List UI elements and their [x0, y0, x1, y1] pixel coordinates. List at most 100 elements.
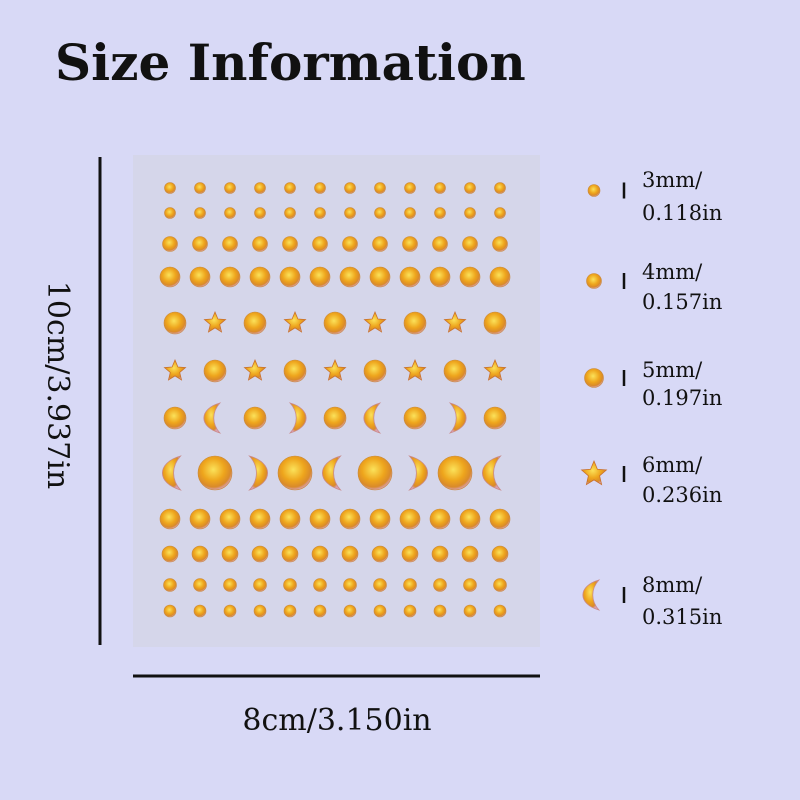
gem — [343, 604, 357, 618]
gem — [283, 604, 297, 618]
gem — [363, 359, 387, 383]
gem — [163, 311, 187, 335]
gem — [403, 604, 417, 618]
gem — [461, 545, 479, 563]
legend-mm: 8mm/ — [642, 573, 703, 597]
gem — [357, 455, 393, 491]
gem — [193, 604, 207, 618]
gem — [161, 545, 179, 563]
gem — [494, 207, 506, 219]
gem — [284, 207, 296, 219]
gem — [243, 311, 267, 335]
gem — [404, 207, 416, 219]
gem — [249, 266, 271, 288]
gem — [587, 184, 601, 197]
gem — [312, 236, 328, 252]
gem — [372, 236, 388, 252]
gem — [363, 310, 387, 333]
legend-inch: 0.157in — [642, 290, 722, 314]
gem — [463, 604, 477, 618]
gem — [224, 182, 236, 194]
gem — [403, 358, 427, 381]
gem — [223, 578, 237, 592]
gem — [223, 604, 237, 618]
gem — [163, 406, 187, 430]
legend-mm: 4mm/ — [642, 260, 703, 284]
gem — [339, 266, 361, 288]
gem — [369, 266, 391, 288]
gem — [189, 508, 211, 530]
gem — [402, 236, 418, 252]
gem — [279, 266, 301, 288]
gem — [162, 236, 178, 252]
width-label: 8cm/3.150in — [242, 703, 431, 738]
gem — [489, 508, 511, 530]
gem — [374, 207, 386, 219]
gem — [313, 604, 327, 618]
gem — [219, 266, 241, 288]
gem — [314, 207, 326, 219]
gem — [404, 182, 416, 194]
gem — [322, 455, 342, 491]
size-legend: 3mm/0.118in 4mm/0.157in 5mm/0.197in 6mm/0.2… — [580, 168, 722, 629]
gem — [464, 182, 476, 194]
gem — [482, 455, 502, 491]
gem — [399, 508, 421, 530]
gem — [343, 578, 357, 592]
gem — [164, 207, 176, 219]
gem — [221, 545, 239, 563]
legend-inch: 0.118in — [642, 201, 722, 225]
gem — [339, 508, 361, 530]
gem — [309, 508, 331, 530]
gem — [584, 368, 604, 388]
gem — [253, 578, 267, 592]
gem — [248, 455, 268, 491]
gem — [279, 508, 301, 530]
gem — [194, 207, 206, 219]
gem — [344, 182, 356, 194]
gem — [429, 266, 451, 288]
gem — [443, 310, 467, 333]
gem — [374, 182, 386, 194]
gem — [159, 508, 181, 530]
gem — [203, 359, 227, 383]
gem — [491, 545, 509, 563]
gem — [309, 266, 331, 288]
gem — [434, 182, 446, 194]
gem — [483, 406, 507, 430]
legend-inch: 0.197in — [642, 386, 722, 410]
legend-inch: 0.236in — [642, 483, 722, 507]
gem — [483, 311, 507, 335]
gem — [448, 402, 467, 434]
gem — [403, 406, 427, 430]
gem — [288, 402, 307, 434]
gem — [159, 266, 181, 288]
gem — [281, 545, 299, 563]
gem — [399, 266, 421, 288]
gem — [194, 182, 206, 194]
gem — [252, 236, 268, 252]
gem — [203, 402, 222, 434]
gem — [463, 578, 477, 592]
gem — [403, 311, 427, 335]
gem — [283, 310, 307, 333]
gem — [282, 236, 298, 252]
gem — [369, 508, 391, 530]
gem — [437, 455, 473, 491]
gem — [222, 236, 238, 252]
gem — [243, 358, 267, 381]
gem — [432, 236, 448, 252]
legend-mm: 6mm/ — [642, 453, 703, 477]
gem — [408, 455, 428, 491]
gems — [159, 182, 511, 618]
gem — [189, 266, 211, 288]
gem — [254, 207, 266, 219]
gem — [284, 182, 296, 194]
height-label: 10cm/3.937in — [40, 281, 75, 489]
gem — [363, 402, 382, 434]
gem — [489, 266, 511, 288]
gem — [163, 358, 187, 381]
gem — [433, 604, 447, 618]
